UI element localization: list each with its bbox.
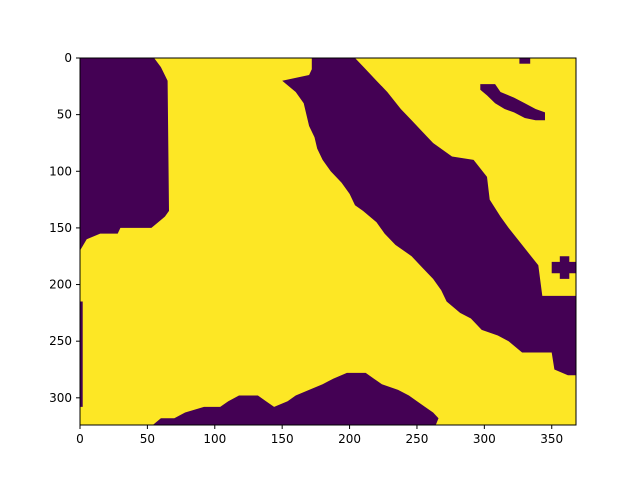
x-tick-label: 300 xyxy=(473,432,496,446)
x-tick-label: 250 xyxy=(406,432,429,446)
heatmap-region-7 xyxy=(551,256,576,279)
y-tick-label: 150 xyxy=(49,221,72,235)
x-axis: 0 50 100 150 200 250 300 350 xyxy=(76,425,563,446)
plot-frame xyxy=(79,57,577,426)
heatmap-region-5 xyxy=(480,84,545,121)
y-tick-label: 100 xyxy=(49,164,72,178)
y-tick-label: 0 xyxy=(64,51,72,65)
x-tick-label: 0 xyxy=(76,432,84,446)
x-tick-label: 200 xyxy=(338,432,361,446)
y-tick-label: 300 xyxy=(49,391,72,405)
heatmap-region-3 xyxy=(80,301,83,407)
heatmap-region-1 xyxy=(80,58,169,251)
y-tick-label: 250 xyxy=(49,334,72,348)
x-tick-label: 350 xyxy=(540,432,563,446)
x-tick-label: 100 xyxy=(203,432,226,446)
y-tick-label: 50 xyxy=(57,108,72,122)
y-tick-label: 200 xyxy=(49,278,72,292)
heatmap-region-2 xyxy=(282,58,576,376)
x-tick-label: 150 xyxy=(271,432,294,446)
heatmap-region-6 xyxy=(519,58,531,64)
x-tick-label: 50 xyxy=(140,432,155,446)
heatmap-region-4 xyxy=(152,372,439,425)
y-axis: 0 50 100 150 200 250 300 xyxy=(49,51,80,405)
heatmap-regions xyxy=(80,58,576,425)
